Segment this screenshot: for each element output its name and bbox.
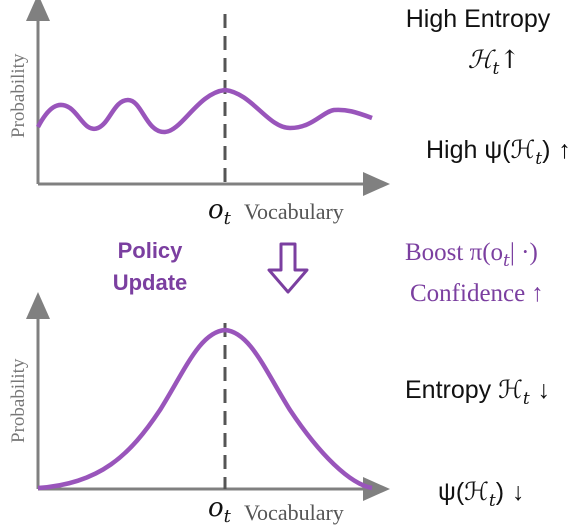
top-flat-distribution-curve	[36, 87, 373, 135]
boost-policy-label: Boost π(ot| ·)	[405, 239, 538, 271]
entropy-decrease-label: Entropy ℋt ↓	[405, 376, 550, 409]
top-marker-label: ot	[208, 195, 232, 229]
boost-labels: Boost π(ot| ·) Confidence ↑	[405, 239, 544, 307]
high-entropy-label: High Entropy	[406, 5, 551, 33]
bottom-marker-label: ot	[208, 493, 232, 527]
policy-update-label-line1: Policy	[118, 238, 184, 263]
top-y-axis-label: Probability	[8, 53, 29, 138]
down-arrow-icon	[267, 242, 309, 294]
top-right-labels: High Entropy ℋt↑ High ψ(ℋt) ↑	[406, 5, 571, 169]
bottom-x-axis-label: Vocabulary	[244, 500, 344, 525]
psi-decrease-label: ψ(ℋt) ↓	[438, 478, 525, 511]
policy-update-block: Policy Update	[113, 238, 309, 295]
entropy-symbol-label: ℋt↑	[468, 45, 521, 79]
bottom-peaked-distribution-curve	[37, 327, 373, 491]
high-psi-label: High ψ(ℋt) ↑	[426, 136, 571, 169]
top-x-axis-label: Vocabulary	[244, 199, 344, 224]
bottom-y-axis-label: Probability	[8, 358, 29, 443]
confidence-label: Confidence ↑	[410, 280, 544, 307]
policy-update-label-line2: Update	[113, 270, 188, 295]
bottom-panel: Probability ot Vocabulary	[8, 292, 390, 527]
bottom-right-labels: Entropy ℋt ↓ ψ(ℋt) ↓	[405, 376, 550, 511]
top-panel: Probability ot Vocabulary	[8, 0, 390, 229]
